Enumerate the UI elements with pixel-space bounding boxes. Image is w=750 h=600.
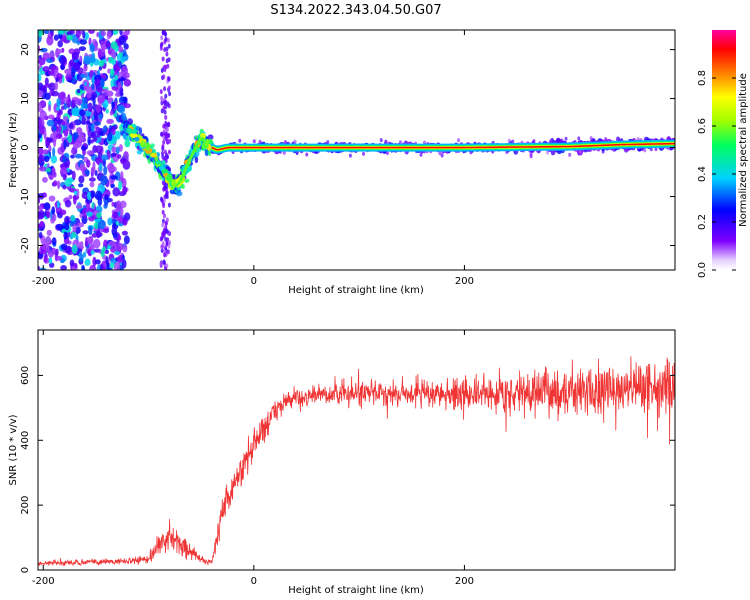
y-tick-label: -10 [20,188,31,204]
snr-y-label: SNR (10 * v/v) [8,414,19,485]
snr-frame [37,329,676,571]
y-tick: 0 [20,144,675,151]
x-tick: -200 [32,30,55,287]
x-tick: 200 [455,30,474,287]
colorbar-tick: 0.6 [697,118,736,134]
colorbar-tick: 0.0 [697,262,736,278]
spectrogram-heatmap [38,30,675,270]
colorbar-ticks: 0.0 0.2 0.4 0.6 0.8 [697,70,736,278]
y-tick: 10 [20,92,675,105]
spectrogram-x-ticks: -200 0 200 [32,30,474,287]
x-tick-label: 0 [251,276,257,287]
colorbar-tick-label: 0.6 [697,118,708,134]
colorbar-tick: 0.4 [697,166,736,182]
y-tick: 20 [20,43,675,56]
colorbar-tick-label: 0.8 [697,70,708,86]
snr-x-ticks: -200 0 200 [32,330,474,587]
y-tick: -20 [20,237,675,254]
y-tick-label: 0 [20,567,31,573]
y-tick: 0 [20,567,675,573]
y-tick-label: 400 [20,431,31,450]
spectrogram-y-label: Frequency (Hz) [8,112,19,188]
x-tick-label: 200 [455,276,474,287]
y-tick-label: 20 [20,43,31,56]
y-tick-label: 10 [20,92,31,105]
colorbar-tick: 0.8 [697,70,736,86]
spectrogram-y-ticks: -20 -10 0 10 20 [20,43,675,254]
y-tick: -10 [20,188,675,205]
x-tick: 200 [455,330,474,587]
colorbar-tick-label: 0.4 [697,166,708,182]
snr-series-line [38,356,675,567]
y-tick-label: 200 [20,496,31,515]
spectrogram-panel: -200 0 200 -20 -10 0 10 20 Height of straight … [8,29,676,296]
x-tick-label: 200 [455,576,474,587]
colorbar-tick-label: 0.0 [697,262,708,278]
colorbar: 0.0 0.2 0.4 0.6 0.8 Normalized spectral ampl… [697,30,749,278]
colorbar-tick-label: 0.2 [697,214,708,230]
x-tick-label: -200 [32,276,55,287]
y-tick: 600 [20,366,675,385]
colorbar-tick: 0.2 [697,214,736,230]
y-tick-label: -20 [20,237,31,253]
y-tick: 200 [20,496,675,515]
snr-y-ticks: 0 200 400 600 [20,366,675,573]
x-tick: 0 [251,30,257,287]
x-tick: 0 [251,330,257,587]
figure-title: S134.2022.343.04.50.G07 [270,3,441,18]
x-tick: -200 [32,330,55,587]
y-tick-label: 0 [20,144,31,150]
y-tick-label: 600 [20,366,31,385]
x-tick-label: -200 [32,576,55,587]
colorbar-label: Normalized spectral amplitude [738,73,749,227]
spectrogram-x-label: Height of straight line (km) [288,285,424,296]
spectrogram-frame [37,29,676,271]
colorbar-scale [712,30,736,270]
snr-x-label: Height of straight line (km) [288,585,424,596]
y-tick: 400 [20,431,675,450]
x-tick-label: 0 [251,576,257,587]
